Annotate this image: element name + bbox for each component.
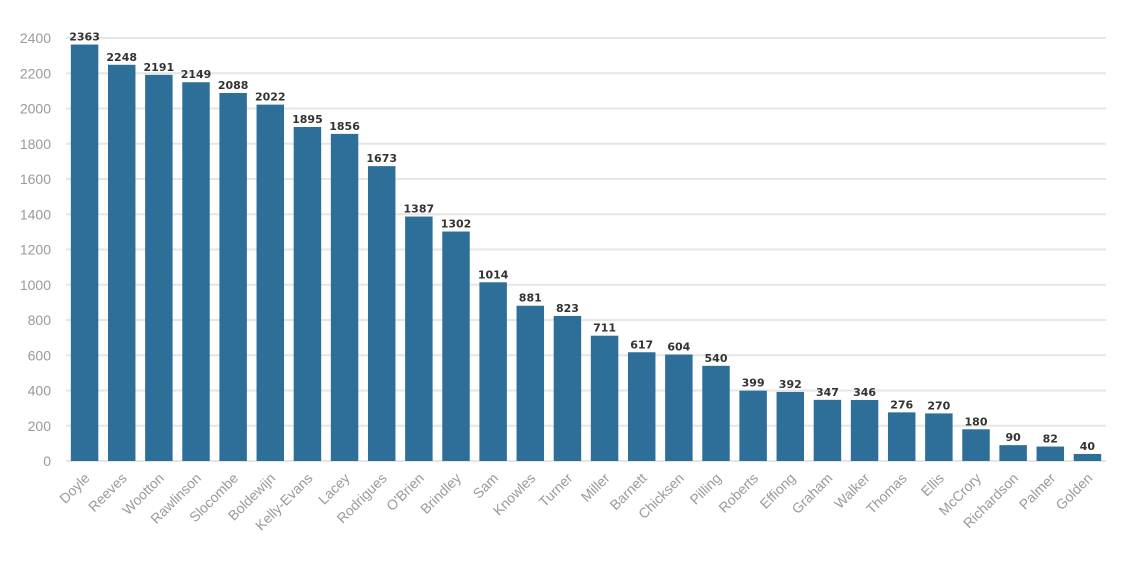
value-label: 1302	[441, 218, 472, 231]
bar	[627, 352, 656, 461]
value-label: 270	[927, 399, 950, 412]
bar	[1036, 446, 1065, 461]
bar	[182, 82, 210, 462]
bar	[293, 127, 322, 461]
bar	[813, 399, 842, 461]
x-tick-label: Thomas	[863, 470, 910, 517]
bar	[887, 412, 916, 461]
x-axis-labels: DoyleReevesWoottonRawlinsonSlocombeBolde…	[56, 470, 1095, 534]
y-tick-label: 800	[28, 312, 52, 328]
y-tick-label: 400	[28, 383, 52, 399]
value-label: 711	[593, 322, 616, 335]
value-label: 90	[1005, 431, 1021, 444]
y-tick-label: 600	[28, 347, 52, 363]
value-label: 881	[519, 292, 542, 305]
bar	[1073, 453, 1102, 461]
x-tick-label: Graham	[788, 470, 835, 517]
value-label: 347	[816, 386, 839, 399]
bar	[739, 390, 767, 461]
y-tick-label: 1000	[20, 277, 51, 293]
value-label: 276	[890, 398, 913, 411]
value-label: 1014	[478, 268, 509, 281]
bar	[405, 216, 433, 461]
bars	[70, 44, 1102, 462]
y-tick-label: 1200	[20, 242, 51, 258]
bar	[256, 104, 285, 461]
value-label: 1673	[366, 152, 397, 165]
value-label: 346	[853, 386, 876, 399]
x-tick-label: Brindley	[417, 470, 464, 517]
bar	[702, 365, 730, 461]
bar	[107, 64, 136, 461]
value-labels: 2363 2248 2191 2149 2088 2022 1895 1856 1673 1387…	[69, 31, 1095, 453]
x-tick-label: Golden	[1052, 470, 1095, 513]
y-tick-label: 200	[28, 418, 52, 434]
bar	[999, 445, 1027, 461]
bar	[145, 74, 173, 462]
bar	[479, 282, 507, 461]
x-tick-label: Ellis	[918, 470, 947, 499]
bar	[367, 166, 396, 462]
bar	[590, 335, 619, 461]
value-label: 82	[1043, 433, 1058, 446]
value-label: 823	[556, 302, 579, 315]
y-tick-label: 2200	[20, 65, 51, 81]
bar	[442, 231, 470, 461]
value-label: 1856	[329, 120, 360, 133]
bar	[665, 354, 693, 461]
y-tick-label: 2000	[20, 101, 51, 117]
value-label: 40	[1080, 440, 1096, 453]
bar	[850, 400, 879, 461]
value-label: 2191	[144, 61, 175, 74]
y-tick-label: 2400	[20, 30, 51, 46]
y-axis-ticks: 0 200 400 600 800 1000 1200 1400 1600 1800 2000 220…	[20, 30, 51, 469]
value-label: 399	[742, 377, 765, 390]
x-tick-label: Turner	[535, 470, 575, 510]
y-tick-label: 1400	[20, 206, 51, 222]
y-tick-label: 1600	[20, 171, 51, 187]
value-label: 2022	[255, 91, 286, 104]
bar	[776, 391, 805, 461]
bar	[925, 413, 953, 461]
value-label: 604	[667, 341, 690, 354]
y-tick-label: 1800	[20, 136, 51, 152]
value-label: 540	[705, 352, 728, 365]
value-label: 617	[630, 338, 653, 351]
value-label: 1387	[404, 203, 435, 216]
bar	[70, 44, 99, 462]
value-label: 2149	[181, 68, 212, 81]
x-tick-label: Sam	[470, 470, 502, 502]
bar	[516, 305, 545, 461]
x-tick-label: Palmer	[1016, 470, 1059, 513]
value-label: 2363	[69, 31, 100, 44]
y-tick-label: 0	[43, 453, 51, 469]
bar	[330, 133, 359, 461]
bar	[553, 315, 582, 461]
value-label: 392	[779, 378, 802, 391]
x-tick-label: Roberts	[715, 470, 761, 516]
bar	[219, 92, 247, 462]
value-label: 1895	[292, 113, 323, 126]
bar	[962, 429, 990, 461]
value-label: 2248	[106, 51, 137, 64]
value-label: 180	[965, 415, 988, 428]
value-label: 2088	[218, 79, 249, 92]
